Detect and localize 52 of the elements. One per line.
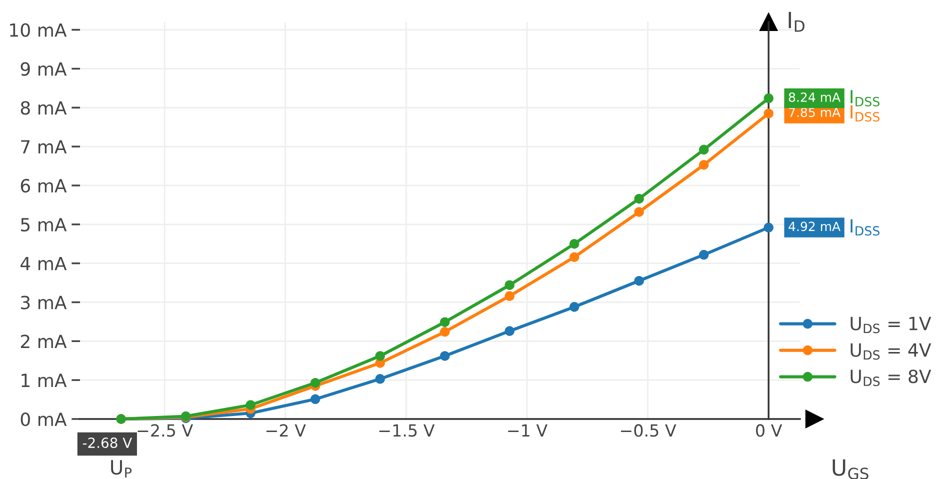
point — [698, 144, 709, 155]
y-tick-label: 0 mA — [20, 412, 67, 426]
y-axis-title: I$_{D}$ — [788, 12, 804, 32]
point — [310, 378, 320, 388]
data-label: 8.24 mA — [788, 92, 840, 102]
point — [504, 280, 514, 290]
y-tick-label: 2 mA — [20, 334, 67, 348]
point — [440, 317, 450, 327]
point — [440, 351, 450, 361]
point — [504, 291, 514, 301]
legend-label: U$_{DS}$ = 4V — [850, 343, 932, 360]
point — [569, 302, 580, 312]
point — [698, 250, 709, 260]
x-axis-title: U$_{GS}$ — [832, 459, 868, 479]
x-tick-label: −0.5 V — [620, 424, 676, 437]
point — [634, 207, 644, 217]
text: I$_{DSS}$ — [850, 90, 880, 106]
point — [504, 326, 514, 336]
point — [764, 222, 774, 232]
point — [440, 326, 450, 337]
point — [764, 93, 774, 104]
point — [310, 394, 320, 404]
y-tick-label: 4 mA — [20, 257, 67, 270]
y-tick-label: 3 mA — [21, 296, 67, 310]
text: I$_{DSS}$ — [850, 219, 880, 236]
x-tick-label: −2.5 V — [138, 424, 194, 437]
data-label: 4.92 mA — [788, 222, 840, 232]
point — [569, 252, 580, 262]
y-tick-label: 7 mA — [21, 140, 67, 154]
y-tick-label: 10 mA — [10, 23, 67, 37]
legend-label: U$_{DS}$ = 1V — [850, 316, 932, 334]
x-tick-label: 0 V — [756, 424, 782, 437]
y-tick-label: 5 mA — [21, 218, 67, 232]
point — [375, 351, 385, 361]
x-tick-label: −1.5 V — [379, 424, 435, 437]
point — [634, 194, 644, 204]
point — [246, 400, 256, 410]
text: I$_{DSS}$ — [850, 105, 880, 122]
point — [375, 374, 385, 384]
y-tick-label: 6 mA — [20, 178, 67, 193]
y-tick-label: 9 mA — [20, 62, 67, 76]
point — [634, 276, 644, 286]
x-tick-label: −1 V — [508, 424, 548, 437]
y-tick-label: 1 mA — [22, 374, 67, 387]
legend-label: U$_{DS}$ = 8V — [850, 370, 932, 386]
point — [698, 160, 709, 170]
point — [569, 238, 580, 249]
annotation: -2.68 V — [82, 438, 132, 448]
point — [764, 108, 774, 118]
y-tick-label: 8 mA — [20, 101, 67, 115]
x-tick-label: −2 V — [266, 424, 306, 437]
annotation: U$_{P}$ — [111, 460, 132, 478]
